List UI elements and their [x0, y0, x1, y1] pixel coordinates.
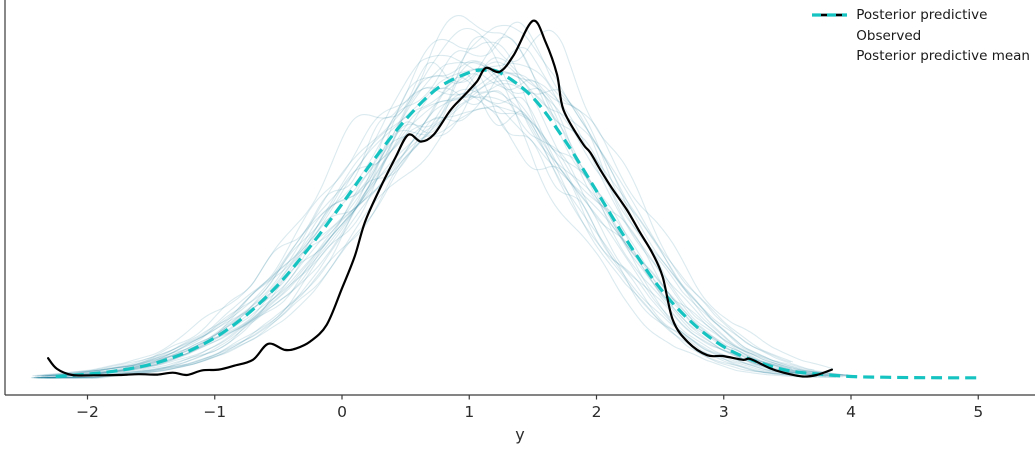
x-tick-label: 3	[719, 403, 729, 421]
posterior-predictive-sample-curve	[41, 60, 836, 379]
posterior-predictive-sample-curve	[38, 54, 817, 379]
posterior-predictive-sample-curve	[34, 93, 844, 379]
posterior-predictive-sample-curve	[40, 61, 805, 377]
posterior-predictive-sample-curve	[47, 61, 857, 379]
posterior-predictive-sample-curve	[36, 96, 839, 379]
posterior-predictive-sample-curve	[35, 24, 792, 379]
x-tick-label: 5	[973, 403, 983, 421]
posterior-predictive-sample-curve	[37, 61, 794, 377]
posterior-predictive-mean-line-icon	[812, 13, 848, 63]
legend-label: Posterior predictive	[856, 7, 988, 23]
legend: Posterior predictive Observed Posterior …	[812, 7, 1030, 64]
x-tick-label: −1	[203, 403, 226, 421]
posterior-predictive-mean-curve	[55, 68, 983, 380]
posterior-predictive-sample-curve	[44, 90, 824, 379]
posterior-predictive-sample-curve	[47, 27, 827, 379]
posterior-predictive-sample-curve	[34, 68, 836, 379]
observed-curve	[47, 19, 833, 378]
posterior-predictive-sample-curve	[46, 21, 856, 379]
x-tick-label: 1	[464, 403, 474, 421]
posterior-predictive-sample-curve	[38, 107, 833, 379]
posterior-predictive-sample-curve	[41, 90, 821, 377]
legend-label: Observed	[856, 27, 922, 44]
posterior-predictive-sample-curve	[35, 29, 815, 379]
legend-item-observed: Observed	[812, 13, 1030, 44]
posterior-predictive-sample-curve	[32, 38, 835, 377]
posterior-predictive-sample-curve	[30, 36, 848, 379]
x-tick-label: 0	[337, 403, 347, 421]
posterior-predictive-sample-curve	[46, 61, 849, 379]
legend-label: Posterior predictive mean	[856, 48, 1030, 64]
x-tick-label: −2	[76, 403, 99, 421]
posterior-predictive-sample-curve	[48, 95, 805, 379]
posterior-predictive-sample-curve	[42, 14, 853, 377]
posterior-predictive-sample-curve	[38, 79, 817, 379]
posterior-predictive-sample-curve	[41, 83, 843, 379]
x-axis-label: y	[515, 425, 525, 444]
x-tick-label: 4	[846, 403, 856, 421]
legend-item-posterior-predictive-mean: Posterior predictive mean	[812, 13, 1030, 64]
posterior-predictive-sample-curve	[44, 105, 793, 379]
x-tick-label: 2	[592, 403, 602, 421]
posterior-predictive-sample-curve	[45, 71, 847, 377]
observed-line-icon	[812, 13, 848, 42]
